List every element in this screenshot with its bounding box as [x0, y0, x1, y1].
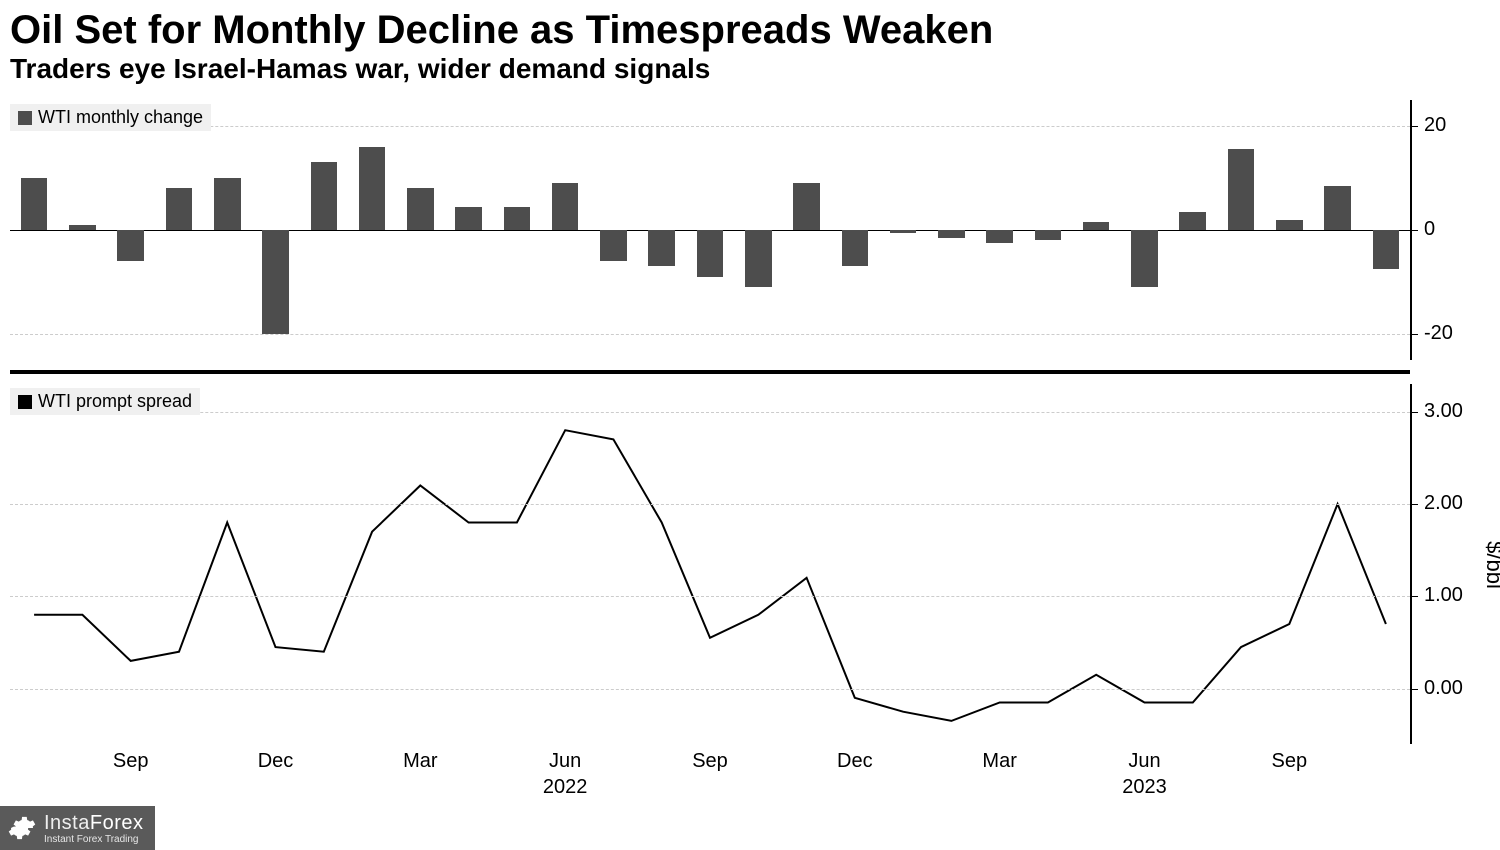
- legend-swatch-icon: [18, 111, 32, 125]
- bar: [842, 230, 869, 266]
- bar: [1131, 230, 1158, 287]
- gear-icon: [8, 814, 36, 842]
- bar: [648, 230, 675, 266]
- bar: [1324, 186, 1351, 230]
- bar: [1228, 149, 1255, 230]
- grid-line: [10, 504, 1410, 505]
- x-tick-label: Jun: [1128, 750, 1160, 773]
- grid-line: [10, 689, 1410, 690]
- bar: [938, 230, 965, 238]
- footer-brand-badge: InstaForex Instant Forex Trading: [0, 806, 155, 850]
- x-tick-label: Sep: [1272, 750, 1308, 773]
- x-tick-label: Mar: [403, 750, 437, 773]
- spread-line: [34, 430, 1386, 721]
- bar: [504, 207, 531, 230]
- grid-line: [10, 596, 1410, 597]
- x-tick-label: Sep: [692, 750, 728, 773]
- x-tick-label: Dec: [837, 750, 873, 773]
- bar: [697, 230, 724, 277]
- panel-divider: [10, 370, 1410, 374]
- top-legend-label: WTI monthly change: [38, 107, 203, 128]
- bar: [552, 183, 579, 230]
- bar: [455, 207, 482, 230]
- bar: [1083, 222, 1110, 230]
- x-tick-label: Mar: [982, 750, 1016, 773]
- bar: [69, 225, 96, 230]
- bottom-plot-region: 3.002.001.000.00: [10, 384, 1410, 744]
- x-tick-label: Jun: [549, 750, 581, 773]
- bar: [117, 230, 144, 261]
- x-year-label: 2023: [1122, 776, 1167, 799]
- bar: [1373, 230, 1400, 269]
- bar: [359, 147, 386, 230]
- brand-prefix: Insta: [44, 812, 90, 834]
- bar: [407, 188, 434, 230]
- top-panel-legend: WTI monthly change: [10, 104, 211, 131]
- y-tick-label: 2.00: [1424, 492, 1463, 515]
- footer-brand-text: InstaForex Instant Forex Trading: [44, 812, 143, 845]
- grid-line: [10, 126, 1410, 127]
- subheadline: Traders eye Israel-Hamas war, wider dema…: [0, 53, 1500, 95]
- bar: [311, 162, 338, 230]
- x-axis-labels: Sep Dec Mar Jun Sep Dec Mar Jun Sep 2022 2023: [10, 750, 1410, 810]
- y-tick-label: 0.00: [1424, 677, 1463, 700]
- grid-line: [10, 412, 1410, 413]
- y-tick-label: 0: [1424, 218, 1435, 241]
- bar: [1276, 220, 1303, 230]
- top-plot-region: 200-20: [10, 100, 1410, 360]
- x-tick-label: Dec: [258, 750, 294, 773]
- bar: [1035, 230, 1062, 240]
- y-tick-label: 1.00: [1424, 584, 1463, 607]
- brand-tagline: Instant Forex Trading: [44, 835, 143, 845]
- bar: [214, 178, 241, 230]
- bar: [262, 230, 289, 334]
- bar: [793, 183, 820, 230]
- bottom-y-axis-title: $/bbl: [1481, 541, 1500, 589]
- line-chart-svg: [10, 384, 1410, 744]
- bar: [890, 230, 917, 233]
- bar: [1179, 212, 1206, 230]
- y-tick-label: 20: [1424, 114, 1446, 137]
- top-panel-bar-chart: 200-20 WTI monthly change Percent: [0, 100, 1500, 360]
- bottom-right-axis-line: [1410, 384, 1412, 744]
- bottom-panel-line-chart: 3.002.001.000.00 WTI prompt spread $/bbl: [0, 384, 1500, 744]
- bottom-legend-label: WTI prompt spread: [38, 391, 192, 412]
- bar: [986, 230, 1013, 243]
- grid-line: [10, 334, 1410, 335]
- y-tick-label: 3.00: [1424, 400, 1463, 423]
- legend-swatch-icon: [18, 395, 32, 409]
- headline: Oil Set for Monthly Decline as Timesprea…: [0, 0, 1500, 53]
- bar: [600, 230, 627, 261]
- x-year-label: 2022: [543, 776, 588, 799]
- y-tick-label: -20: [1424, 322, 1453, 345]
- bar: [745, 230, 772, 287]
- top-y-axis-title: Percent: [1495, 193, 1500, 269]
- bar: [21, 178, 48, 230]
- bottom-panel-legend: WTI prompt spread: [10, 388, 200, 415]
- top-right-axis-line: [1410, 100, 1412, 360]
- bar: [166, 188, 193, 230]
- x-tick-label: Sep: [113, 750, 149, 773]
- brand-suffix: Forex: [90, 812, 144, 834]
